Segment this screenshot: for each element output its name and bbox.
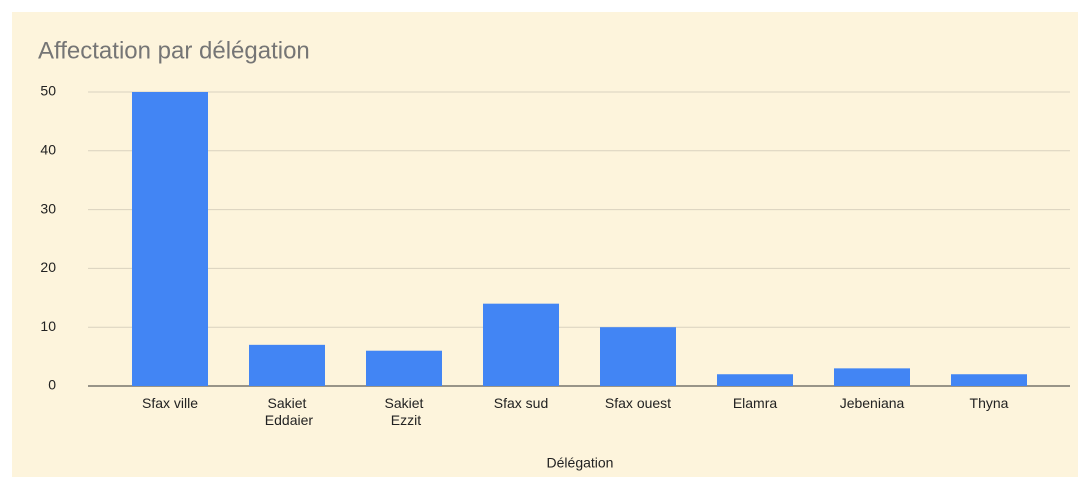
y-tick-label: 30 <box>40 200 56 216</box>
bar <box>717 374 793 386</box>
y-tick-label: 40 <box>40 142 56 158</box>
bar <box>483 303 559 386</box>
chart-title: Affectation par délégation <box>38 37 310 64</box>
bar <box>834 368 910 386</box>
bar <box>132 92 208 386</box>
x-tick-label: Jebeniana <box>840 395 905 411</box>
x-tick-label: Sfax sud <box>494 395 548 411</box>
x-tick-label: Elamra <box>733 395 778 411</box>
y-tick-label: 50 <box>40 83 56 99</box>
bar <box>249 344 325 386</box>
bar <box>600 327 676 386</box>
x-axis-label: Délégation <box>547 455 614 471</box>
y-tick-label: 20 <box>40 259 56 275</box>
x-tick-label: Sfax ouest <box>605 395 671 411</box>
y-tick-label: 10 <box>40 318 56 334</box>
x-tick-label: Sakiet Eddaier <box>261 395 313 428</box>
x-tick-label: Sakiet Ezzit <box>385 395 424 428</box>
bar <box>951 374 1027 386</box>
x-tick-label: Sfax ville <box>142 395 198 411</box>
x-tick-label: Thyna <box>970 395 1009 411</box>
y-tick-label: 0 <box>48 377 56 393</box>
bar <box>366 350 442 386</box>
